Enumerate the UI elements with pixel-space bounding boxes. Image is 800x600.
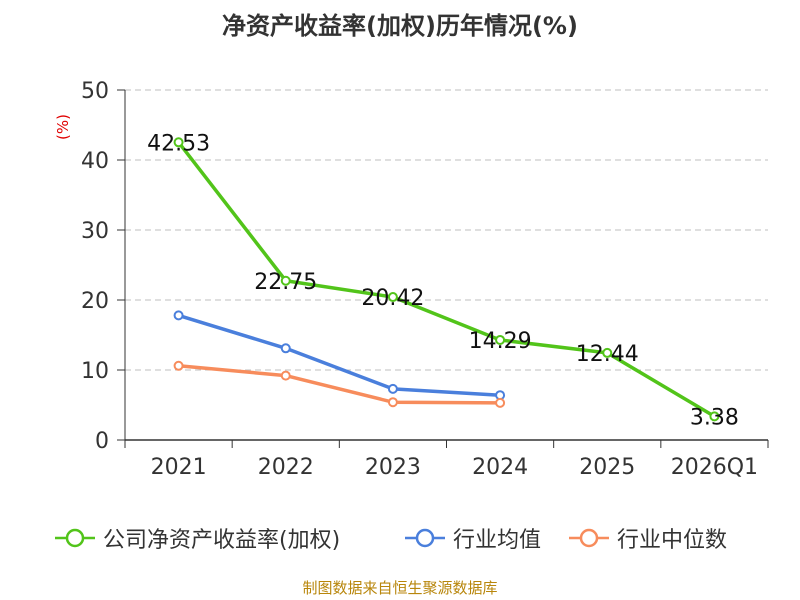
legend-item[interactable]: 行业均值 — [405, 518, 541, 558]
legend-swatch-marker — [65, 528, 85, 548]
data-label: 12.44 — [576, 342, 639, 367]
data-label: 22.75 — [254, 270, 317, 295]
series-2-point — [495, 397, 506, 408]
legend-swatch-marker — [579, 528, 599, 548]
y-tick-label: 50 — [81, 79, 109, 104]
series-0-point — [173, 137, 184, 148]
data-label: 14.29 — [469, 329, 532, 354]
legend-item[interactable]: 公司净资产收益率(加权) — [55, 518, 340, 558]
series-0-point — [602, 347, 613, 358]
legend-swatch-marker — [415, 528, 435, 548]
series-2-point — [280, 370, 291, 381]
y-tick-label: 10 — [81, 359, 109, 384]
series-line-0 — [177, 141, 716, 418]
data-label: 42.53 — [147, 131, 210, 156]
series-line-1 — [178, 313, 501, 397]
x-tick-label: 2026Q1 — [671, 455, 758, 480]
series-2-point — [173, 360, 184, 371]
y-tick-label: 20 — [81, 289, 109, 314]
y-tick-label: 0 — [95, 429, 109, 454]
series-1-point — [280, 343, 291, 354]
x-tick-label: 2023 — [365, 455, 421, 480]
axis-layer: 0 10 20 30 40 50 (%) 2021 2022 2023 2024 2025 2026Q1 — [54, 79, 769, 480]
x-tick-label: 2022 — [258, 455, 314, 480]
legend-label: 行业中位数 — [617, 528, 728, 553]
legend-swatch-icon — [569, 528, 609, 548]
legend: 公司净资产收益率(加权) 行业均值 行业中位数 — [0, 518, 800, 558]
data-label: 20.42 — [361, 286, 424, 311]
legend-swatch-icon — [405, 528, 445, 548]
data-label-layer: 42.53 22.75 20.42 14.29 12.44 3.38 — [147, 131, 739, 430]
source-note: 制图数据来自恒生聚源数据库 — [302, 579, 498, 597]
x-tick-label: 2025 — [579, 455, 635, 480]
x-tick-label: 2021 — [151, 455, 207, 480]
y-tick-label: 40 — [81, 149, 109, 174]
legend-label: 行业均值 — [453, 528, 542, 553]
series-0-point — [280, 275, 291, 286]
legend-item[interactable]: 行业中位数 — [569, 518, 727, 558]
x-tick-label: 2024 — [472, 455, 528, 480]
grid-layer — [125, 89, 768, 371]
series-0-point — [387, 292, 398, 303]
legend-label: 公司净资产收益率(加权) — [103, 528, 341, 553]
series-1-point — [387, 383, 398, 394]
y-tick-label: 30 — [81, 219, 109, 244]
series-line-2 — [178, 364, 501, 405]
series-0-point — [709, 411, 720, 422]
series-layer — [173, 137, 720, 422]
series-1-point — [173, 310, 184, 321]
series-0-point — [495, 334, 506, 345]
chart-title: 净资产收益率(加权)历年情况(%) — [222, 12, 578, 40]
data-label: 3.38 — [690, 405, 739, 430]
legend-swatch-icon — [55, 528, 95, 548]
y-axis-label: (%) — [54, 114, 72, 140]
series-2-point — [387, 397, 398, 408]
